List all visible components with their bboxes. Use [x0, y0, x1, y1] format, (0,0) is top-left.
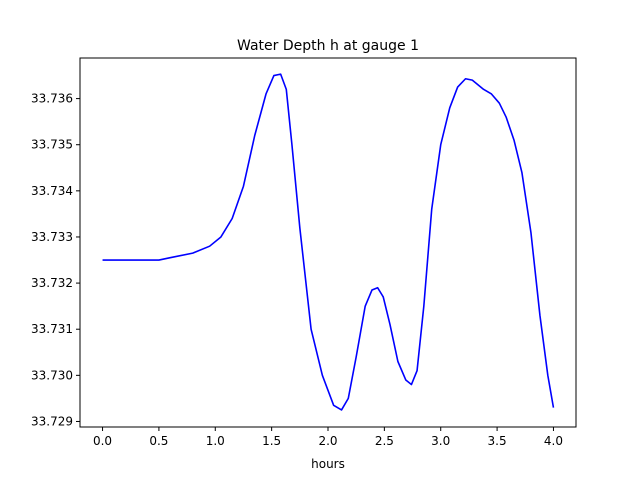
y-tick-label: 33.736 [31, 92, 73, 106]
x-tick-label: 3.0 [431, 434, 450, 448]
y-tick-label: 33.734 [31, 184, 73, 198]
y-tick-label: 33.731 [31, 322, 73, 336]
x-tick-label: 2.0 [318, 434, 337, 448]
x-tick-label: 1.0 [206, 434, 225, 448]
x-tick-label: 0.0 [93, 434, 112, 448]
y-tick-label: 33.732 [31, 276, 73, 290]
y-tick-label: 33.730 [31, 368, 73, 382]
chart-title: Water Depth h at gauge 1 [237, 38, 419, 54]
series-line-0 [102, 73, 555, 411]
x-tick-label: 1.5 [262, 434, 281, 448]
x-tick-label: 3.5 [488, 434, 507, 448]
y-axis: 33.729 33.730 33.731 33.732 33.733 33.734 33.7… [31, 92, 80, 428]
y-tick-label: 33.735 [31, 138, 73, 152]
plot-area [102, 73, 555, 411]
x-axis-label: hours [311, 457, 345, 471]
x-axis: 0.0 0.5 1.0 1.5 2.0 2.5 3.0 3.5 4.0 [93, 427, 563, 448]
x-tick-label: 4.0 [544, 434, 563, 448]
axes-frame [79, 57, 577, 428]
x-tick-label: 0.5 [149, 434, 168, 448]
y-tick-label: 33.733 [31, 230, 73, 244]
x-tick-label: 2.5 [375, 434, 394, 448]
y-tick-label: 33.729 [31, 414, 73, 428]
